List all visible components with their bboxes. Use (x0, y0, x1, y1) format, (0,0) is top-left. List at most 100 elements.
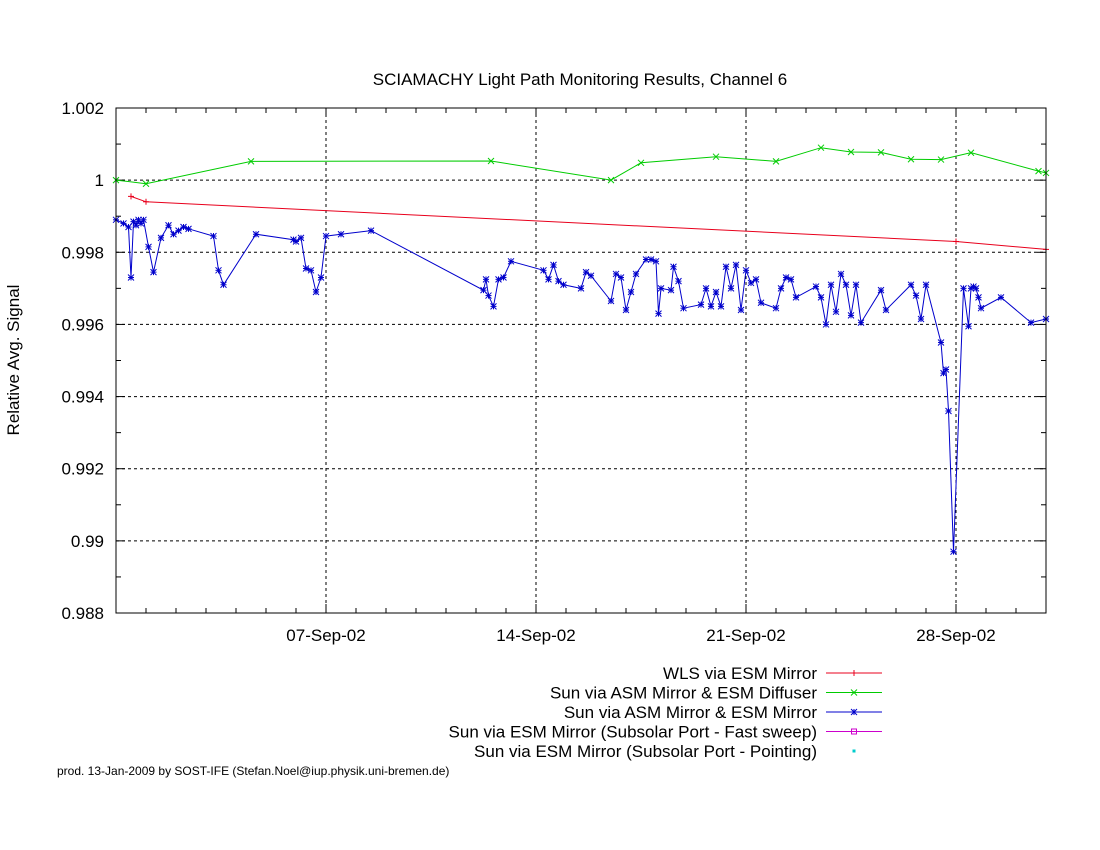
series-3-point (832, 308, 840, 316)
series-3-point (972, 285, 980, 292)
series-3-point (312, 288, 320, 296)
series-3-point (157, 234, 165, 242)
series-3-point (717, 303, 725, 310)
series-3-point (215, 266, 222, 274)
series-1-point (143, 198, 149, 205)
series-3-point (655, 310, 662, 317)
series-3-point (170, 230, 177, 238)
series-3-point (975, 294, 982, 301)
series-3-point (997, 294, 1005, 301)
series-1-point (128, 193, 134, 200)
plot-frame (115, 107, 1047, 614)
series-3-point (702, 285, 710, 292)
series-3-point (667, 286, 675, 294)
series-3-point (545, 275, 552, 283)
series-3-point (322, 232, 330, 240)
series-3-point (297, 234, 305, 242)
series-3-point (922, 281, 930, 289)
series-3-point (210, 232, 217, 240)
series-3-point (965, 322, 972, 330)
series-3-point (675, 277, 682, 285)
y-tick-label: 0.99 (71, 532, 104, 551)
series-3-point (950, 548, 957, 556)
series-3-point (752, 275, 760, 283)
series-3-point (882, 306, 890, 314)
series-2-point (847, 148, 855, 156)
series-2-point (772, 158, 780, 165)
series-3-point (317, 274, 325, 281)
series-3-point (127, 274, 135, 281)
legend-entry: Sun via ESM Mirror (Subsolar Port - Poin… (474, 742, 856, 761)
series-3-point (607, 297, 615, 305)
series-3-point (125, 223, 132, 231)
series-3-point (482, 275, 490, 283)
series-3-point (485, 292, 492, 299)
x-tick-label: 28-Sep-02 (916, 626, 995, 645)
series-3-point (727, 285, 735, 292)
x-tick-label: 14-Sep-02 (496, 626, 575, 645)
series-3-point (837, 270, 845, 278)
series-3-point (582, 268, 590, 276)
series-2-point (967, 149, 975, 157)
legend-marker-sample (850, 689, 858, 696)
series-3-point (252, 230, 260, 238)
series-3-point (827, 281, 835, 289)
series-3-point (960, 285, 967, 292)
series-3-point (220, 281, 227, 289)
series-3-point (680, 304, 687, 312)
y-axis-label: Relative Avg. Signal (4, 285, 23, 436)
series-3-point (812, 283, 820, 290)
series-3-point (185, 225, 192, 233)
series-3-point (612, 270, 620, 278)
series-3-point (507, 257, 515, 265)
series-3-point (737, 306, 745, 314)
series-3-point (657, 285, 665, 292)
series-3-point (822, 321, 830, 328)
series-3-point (292, 238, 300, 245)
y-tick-label: 0.994 (61, 388, 104, 407)
legend-entry: Sun via ASM Mirror & ESM Mirror (564, 703, 882, 722)
series-2-point (817, 144, 825, 152)
series-3-point (627, 288, 635, 296)
series-2-line (115, 147, 1047, 185)
legend-label: WLS via ESM Mirror (663, 664, 817, 683)
x-tick-label: 07-Sep-02 (286, 626, 365, 645)
series-3-point (907, 281, 915, 289)
series-3-point (120, 220, 127, 227)
credit-line: prod. 13-Jan-2009 by SOST-IFE (Stefan.No… (57, 764, 450, 778)
series-3-point (942, 366, 950, 373)
series-3-point (777, 285, 785, 292)
series-3-point (857, 319, 865, 326)
series-1-point (953, 238, 959, 245)
legend-entry: Sun via ASM Mirror & ESM Diffuser (550, 684, 882, 703)
series-3-point (912, 292, 920, 299)
series-3-point (337, 230, 345, 238)
chart-title: SCIAMACHY Light Path Monitoring Results,… (373, 70, 788, 89)
series-3-point (707, 303, 715, 310)
series-3-point (652, 257, 660, 265)
y-tick-label: 0.992 (61, 460, 104, 479)
y-tick-label: 1 (95, 171, 104, 190)
series-3-point (945, 407, 952, 415)
series-3-point (480, 286, 487, 294)
series-3-point (757, 299, 765, 307)
legend-label: Sun via ESM Mirror (Subsolar Port - Fast… (449, 723, 817, 742)
series-2-point (1035, 167, 1042, 175)
series-3-point (367, 227, 375, 234)
series-3-point (697, 301, 705, 308)
series-2-point (607, 176, 615, 184)
series-2-point (937, 156, 945, 163)
series-3-point (917, 315, 925, 323)
series-3-point (792, 294, 800, 301)
series-1 (128, 193, 1049, 253)
series-3-point (550, 261, 557, 269)
series-3-line (115, 218, 1047, 552)
legend-label: Sun via ASM Mirror & ESM Mirror (564, 703, 817, 722)
series-3-point (540, 266, 547, 274)
series-3-point (722, 263, 730, 271)
legend-marker-sample (850, 708, 858, 716)
grid (116, 107, 1046, 614)
series-3-point (1027, 319, 1035, 326)
